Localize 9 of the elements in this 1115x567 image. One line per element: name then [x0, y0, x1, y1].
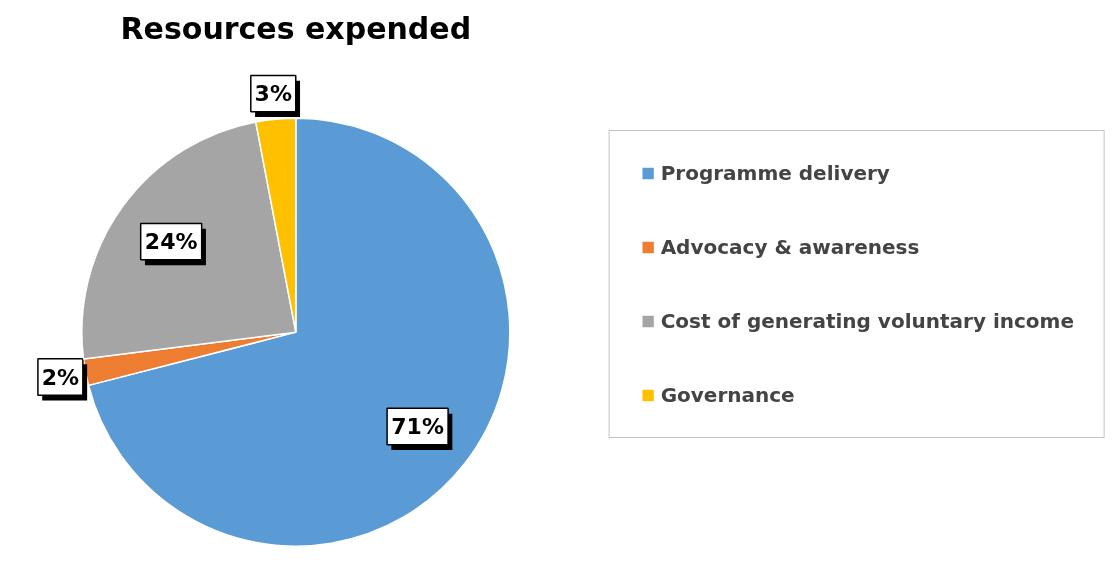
chart-title: Resources expended [120, 10, 472, 46]
legend-label: Governance [660, 382, 795, 407]
data-label: 3% [254, 81, 292, 107]
data-label: 2% [41, 364, 80, 390]
legend-label: Programme delivery [660, 160, 890, 185]
data-label: 24% [144, 229, 198, 255]
legend-label: Cost of generating voluntary income [660, 308, 1074, 333]
data-label: 71% [391, 414, 444, 440]
legend-label: Advocacy & awareness [660, 234, 920, 259]
